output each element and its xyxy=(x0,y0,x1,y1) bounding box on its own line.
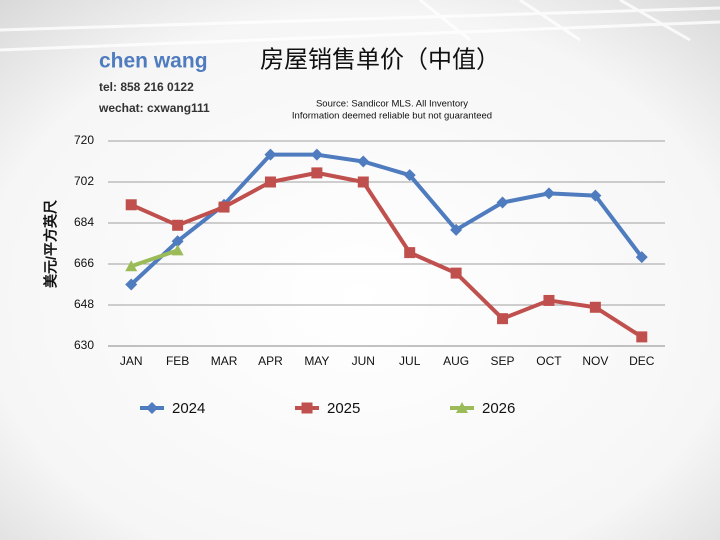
x-tick-label: APR xyxy=(258,354,283,368)
data-point xyxy=(357,176,369,188)
data-point xyxy=(311,167,323,179)
legend-label: 2025 xyxy=(327,400,360,417)
contact-wechat: wechat: cxwang111 xyxy=(98,101,210,115)
data-point xyxy=(218,201,230,213)
y-tick-label: 720 xyxy=(74,133,94,147)
data-point xyxy=(635,251,648,264)
x-tick-label: NOV xyxy=(582,354,608,368)
y-tick-label: 702 xyxy=(74,174,94,188)
data-point xyxy=(404,247,416,259)
data-point xyxy=(403,169,416,182)
contact-tel: tel: 858 216 0122 xyxy=(99,80,194,94)
data-point xyxy=(496,196,509,209)
data-point xyxy=(589,189,602,202)
data-point xyxy=(310,148,323,161)
data-point xyxy=(357,155,370,168)
y-tick-label: 666 xyxy=(74,256,94,270)
x-tick-label: DEC xyxy=(629,354,655,368)
x-tick-label: FEB xyxy=(166,354,189,368)
legend-label: 2026 xyxy=(482,400,515,417)
data-point xyxy=(636,331,648,343)
y-tick-label: 648 xyxy=(74,297,94,311)
decor-grid xyxy=(0,0,720,52)
y-tick-label: 630 xyxy=(74,338,94,352)
x-tick-label: JAN xyxy=(120,354,143,368)
data-point xyxy=(264,148,277,161)
data-point xyxy=(497,313,509,325)
data-point xyxy=(125,278,138,291)
x-tick-label: SEP xyxy=(491,354,515,368)
y-tick-label: 684 xyxy=(74,215,94,229)
data-point xyxy=(450,223,463,236)
series-line xyxy=(130,170,643,339)
data-point xyxy=(171,244,184,256)
x-tick-label: JUN xyxy=(352,354,375,368)
y-axis-label: 美元/平方英尺 xyxy=(43,200,59,288)
series-line xyxy=(130,248,179,269)
x-tick-label: OCT xyxy=(536,354,562,368)
data-point xyxy=(125,199,137,211)
legend-marker xyxy=(146,402,158,414)
source-note: Source: Sandicor MLS. All Inventory xyxy=(316,99,468,110)
x-tick-label: MAY xyxy=(304,354,329,368)
data-point xyxy=(450,267,462,279)
contact-name: chen wang xyxy=(99,50,208,73)
legend-label: 2024 xyxy=(172,400,205,417)
chart-title: 房屋销售单价（中值） xyxy=(260,46,500,73)
data-point xyxy=(589,301,601,313)
x-tick-label: MAR xyxy=(211,354,238,368)
data-point xyxy=(264,176,276,188)
data-point xyxy=(543,294,555,306)
legend-marker xyxy=(301,402,313,414)
data-point xyxy=(125,260,138,272)
x-tick-label: AUG xyxy=(443,354,469,368)
x-tick-label: JUL xyxy=(399,354,421,368)
data-point xyxy=(171,235,184,248)
data-point xyxy=(172,219,184,231)
data-point xyxy=(542,187,555,200)
source-note: Information deemed reliable but not guar… xyxy=(292,111,492,122)
legend-marker xyxy=(456,402,468,413)
